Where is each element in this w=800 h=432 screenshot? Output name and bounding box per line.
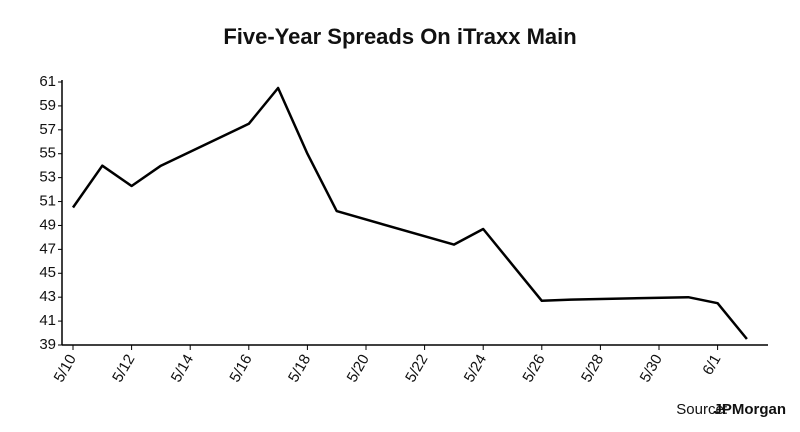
- x-tick-label: 5/20: [344, 351, 373, 385]
- y-tick-label: 55: [39, 145, 56, 162]
- source-name: JPMorgan: [713, 401, 786, 418]
- x-tick-label: 5/18: [285, 351, 314, 385]
- y-tick-label: 53: [39, 169, 56, 186]
- x-tick-label: 6/1: [699, 351, 724, 378]
- y-tick-label: 57: [39, 121, 56, 138]
- y-tick-label: 43: [39, 288, 56, 305]
- x-tick-label: 5/16: [226, 351, 255, 385]
- y-tick-label: 39: [39, 336, 56, 353]
- x-tick-label: 5/14: [168, 351, 197, 385]
- y-tick-label: 47: [39, 240, 56, 257]
- y-tick-label: 45: [39, 264, 56, 281]
- x-tick-label: 5/26: [519, 351, 548, 385]
- y-tick-label: 51: [39, 193, 56, 210]
- data-line: [71, 86, 748, 340]
- y-tick-label: 61: [39, 73, 56, 90]
- y-tick-label: 41: [39, 312, 56, 329]
- x-tick-label: 5/28: [578, 351, 607, 385]
- x-tick-label: 5/22: [402, 351, 431, 385]
- chart-title: Five-Year Spreads On iTraxx Main: [223, 24, 576, 49]
- y-tick-label: 49: [39, 216, 56, 233]
- source-label: Source:: [676, 401, 728, 418]
- x-tick-label: 5/10: [51, 351, 80, 385]
- y-tick-label: 59: [39, 97, 56, 114]
- x-tick-label: 5/24: [461, 351, 490, 385]
- x-tick-label: 5/12: [109, 351, 138, 385]
- x-tick-label: 5/30: [637, 351, 666, 385]
